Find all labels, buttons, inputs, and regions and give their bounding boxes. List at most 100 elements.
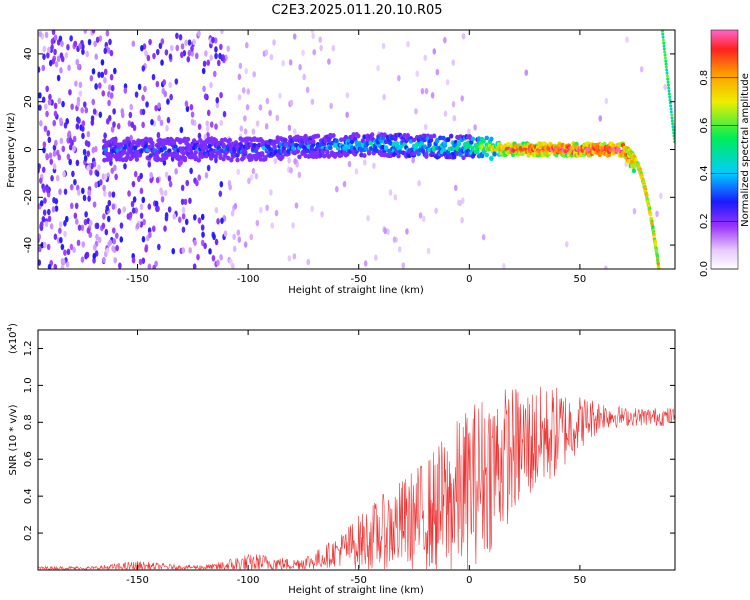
spectrogram-speckle [38, 245, 42, 253]
spectrogram-speckle [229, 258, 233, 266]
spectrogram-speckle [222, 110, 227, 118]
spectrogram-speckle [217, 59, 221, 67]
spectrogram-speckle [149, 171, 154, 179]
spectrogram-cell [489, 156, 494, 162]
spectrogram-speckle [218, 52, 222, 60]
spectrogram-cell [306, 144, 311, 149]
spectrogram-speckle [201, 67, 206, 75]
spectrogram-speckle [39, 200, 44, 207]
spectrogram-speckle [51, 206, 56, 213]
spectrogram-speckle [59, 236, 63, 244]
spectrogram-speckle [154, 200, 159, 207]
spectrogram-speckle [53, 34, 58, 41]
spectrogram-speckle [55, 174, 60, 182]
spectrogram-cell [122, 149, 127, 155]
spectrogram-cell [283, 137, 288, 143]
colorbar-gradient [710, 29, 739, 270]
spectrogram-speckle [129, 103, 134, 111]
spectrogram-speckle [129, 134, 133, 142]
spectrogram-speckle [73, 40, 78, 48]
spectrogram-speckle [331, 45, 336, 52]
spectrogram-speckle [98, 35, 103, 42]
spectrogram-cell [649, 213, 653, 217]
spectrogram-speckle [58, 35, 63, 42]
spectrogram-cell [616, 146, 621, 152]
spectrogram-speckle [54, 139, 58, 147]
spectrogram-cell [171, 139, 177, 145]
spectrogram-speckle [64, 52, 69, 59]
spectrogram-speckle [123, 163, 127, 170]
spectrogram-cell [662, 44, 666, 48]
spectrogram-cell [669, 110, 673, 114]
x-tick-label: -100 [237, 575, 260, 586]
spectrogram-speckle [212, 70, 217, 78]
spectrogram-cell [383, 145, 389, 151]
colorbar-tick-label: 0.4 [699, 165, 710, 181]
spectrogram-speckle [42, 146, 46, 154]
y-tick-label: 0.4 [23, 488, 34, 504]
spectrogram-speckle [426, 247, 431, 255]
spectrogram-speckle [177, 160, 182, 168]
spectrogram-speckle [443, 110, 448, 117]
spectrogram-speckle [388, 189, 393, 196]
spectrogram-speckle [81, 48, 85, 55]
spectrogram-speckle [180, 184, 185, 192]
spectrogram-y-ticks: -40 -20 0 20 40 [23, 48, 675, 253]
spectrogram-speckle [265, 97, 270, 105]
spectrogram-speckle [190, 45, 194, 52]
spectrogram-cell [661, 27, 664, 30]
spectrogram-speckle [458, 199, 462, 207]
spectrogram-speckle [95, 36, 100, 43]
spectrogram-speckle [174, 168, 178, 175]
spectrogram-speckle [220, 30, 224, 35]
spectrogram-speckle [160, 59, 164, 66]
spectrogram-speckle [273, 157, 278, 165]
spectrogram-speckle [141, 108, 146, 116]
spectrogram-speckle [386, 228, 390, 235]
snr-panel: -150 -100 -50 0 50 0.2 0.4 0.6 0.8 1.0 1.2 Height… [6, 323, 676, 596]
spectrogram-cell [669, 104, 673, 108]
spectrogram-speckle [105, 30, 110, 37]
spectrogram-cell [261, 145, 267, 151]
spectrogram-speckle [47, 263, 52, 269]
y-tick-label: 20 [23, 95, 34, 108]
spectrogram-speckle [123, 87, 128, 94]
spectrogram-speckle [287, 255, 292, 262]
spectrogram-speckle [74, 202, 79, 210]
spectrogram-speckle [105, 204, 110, 212]
spectrogram-cell [662, 41, 666, 45]
spectrogram-speckle [452, 114, 457, 122]
spectrogram-speckle [100, 59, 105, 66]
spectrogram-speckle [292, 253, 297, 260]
spectrogram-speckle [99, 179, 103, 186]
spectrogram-speckle [86, 164, 90, 172]
spectrogram-speckle [180, 198, 185, 205]
spectrogram-cell [672, 137, 675, 141]
spectrogram-speckle [139, 212, 144, 219]
spectrogram-speckle [219, 43, 223, 51]
spectrogram-cell [428, 137, 434, 143]
spectrogram-speckle [54, 61, 59, 68]
spectrogram-speckle [424, 87, 429, 95]
spectrogram-speckle [130, 200, 135, 208]
spectrogram-speckle [119, 236, 124, 243]
spectrogram-speckle [230, 210, 235, 217]
spectrogram-speckle [243, 241, 248, 248]
spectrogram-cell [660, 30, 664, 33]
spectrogram-speckle [127, 120, 132, 127]
spectrogram-speckle [163, 189, 168, 197]
spectrogram-cell [644, 187, 648, 191]
spectrogram-speckle [117, 208, 122, 215]
spectrogram-cell [663, 56, 667, 60]
spectrogram-cell [660, 24, 663, 27]
x-tick-label: -50 [351, 274, 367, 285]
colorbar-tick-label: 0.8 [699, 70, 710, 86]
spectrogram-speckle [221, 54, 225, 61]
spectrogram-speckle [177, 216, 182, 223]
spectrogram-speckle [42, 53, 46, 60]
spectrogram-speckle [405, 228, 409, 235]
spectrogram-speckle [180, 43, 185, 50]
spectrogram-speckle [91, 98, 96, 106]
spectrogram-speckle [393, 194, 398, 201]
spectrogram-speckle [102, 213, 106, 220]
